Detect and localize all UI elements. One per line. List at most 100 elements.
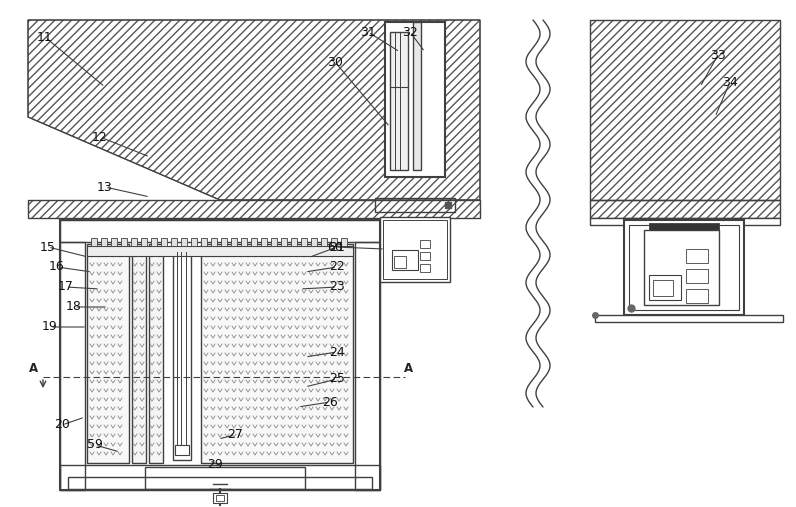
Polygon shape xyxy=(590,20,780,200)
Text: 13: 13 xyxy=(97,180,113,194)
Bar xyxy=(145,467,305,489)
Bar xyxy=(311,238,317,246)
Text: 31: 31 xyxy=(360,25,376,39)
Bar xyxy=(231,238,237,246)
Bar xyxy=(380,217,450,282)
Bar xyxy=(383,220,447,279)
Bar xyxy=(161,238,167,246)
Bar xyxy=(87,244,129,463)
Text: 17: 17 xyxy=(58,280,74,294)
Bar xyxy=(111,238,117,246)
Text: 18: 18 xyxy=(66,301,82,313)
Polygon shape xyxy=(28,200,480,218)
Bar xyxy=(331,238,337,246)
Text: 30: 30 xyxy=(327,55,343,68)
Bar xyxy=(624,220,744,315)
Bar xyxy=(686,269,708,283)
Bar xyxy=(171,238,177,246)
Bar xyxy=(149,244,163,463)
Text: 27: 27 xyxy=(227,428,243,442)
Bar xyxy=(60,220,380,242)
Bar xyxy=(121,238,127,246)
Bar xyxy=(201,238,207,246)
Bar xyxy=(375,198,455,212)
Bar xyxy=(216,495,224,501)
Text: 11: 11 xyxy=(37,30,53,44)
Bar xyxy=(60,220,380,490)
Bar xyxy=(221,238,227,246)
Text: 19: 19 xyxy=(42,320,58,334)
Bar xyxy=(131,238,137,246)
Bar xyxy=(420,240,430,248)
Bar xyxy=(413,22,421,170)
Bar xyxy=(341,238,347,246)
Bar xyxy=(87,246,353,256)
Bar xyxy=(375,198,455,212)
Bar xyxy=(60,242,85,490)
Bar xyxy=(355,242,380,490)
Text: 34: 34 xyxy=(722,76,738,89)
Bar xyxy=(291,238,297,246)
Text: A: A xyxy=(404,362,412,375)
Bar xyxy=(151,238,157,246)
Bar xyxy=(390,32,408,170)
Bar xyxy=(68,477,372,489)
Text: 22: 22 xyxy=(329,261,345,273)
Bar xyxy=(392,250,418,270)
Bar xyxy=(321,238,327,246)
Text: 32: 32 xyxy=(402,25,418,39)
Bar xyxy=(101,238,107,246)
Bar xyxy=(132,244,146,463)
Bar xyxy=(181,238,187,246)
Bar xyxy=(251,238,257,246)
Bar xyxy=(271,238,277,246)
Text: 59: 59 xyxy=(87,439,103,452)
Bar xyxy=(141,238,147,246)
Bar xyxy=(686,249,708,263)
Text: 23: 23 xyxy=(329,280,345,294)
Bar xyxy=(420,264,430,272)
Bar xyxy=(385,22,445,177)
Text: 16: 16 xyxy=(49,261,65,273)
Text: 12: 12 xyxy=(92,130,108,143)
Bar xyxy=(301,238,307,246)
Text: 24: 24 xyxy=(329,345,345,358)
Bar xyxy=(60,465,380,490)
Bar xyxy=(60,465,380,490)
Bar xyxy=(281,238,287,246)
Bar xyxy=(590,218,780,225)
Bar xyxy=(355,242,380,490)
Text: A: A xyxy=(29,362,37,375)
Bar xyxy=(173,247,191,460)
Text: 26: 26 xyxy=(322,395,338,409)
Bar xyxy=(383,220,447,279)
Polygon shape xyxy=(28,20,480,200)
Text: 33: 33 xyxy=(710,49,726,61)
Bar xyxy=(91,238,97,246)
Text: 21: 21 xyxy=(329,240,345,254)
Text: 20: 20 xyxy=(54,418,70,431)
Bar xyxy=(191,238,197,246)
Bar xyxy=(653,280,673,296)
Bar xyxy=(175,445,189,455)
Text: 15: 15 xyxy=(40,240,56,254)
Bar xyxy=(649,223,719,230)
Bar xyxy=(629,225,739,310)
Text: 60: 60 xyxy=(327,240,343,254)
Bar xyxy=(686,289,708,303)
Text: 29: 29 xyxy=(207,458,223,472)
Bar xyxy=(60,242,85,490)
Bar xyxy=(629,225,739,310)
Bar xyxy=(68,477,372,489)
Bar xyxy=(649,275,681,300)
Bar xyxy=(211,238,217,246)
Bar xyxy=(261,238,267,246)
Bar xyxy=(644,230,719,305)
Bar xyxy=(60,220,380,242)
Bar xyxy=(394,256,406,268)
Bar xyxy=(241,238,247,246)
Bar xyxy=(420,252,430,260)
Bar xyxy=(213,493,227,503)
Bar xyxy=(595,315,783,322)
Bar xyxy=(201,244,353,463)
